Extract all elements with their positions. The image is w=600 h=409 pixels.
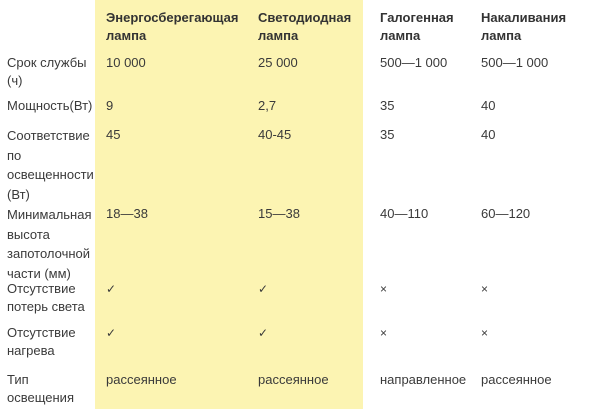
table-cell: 500—1 000: [481, 55, 549, 70]
check-icon: ✓: [106, 282, 117, 296]
table-cell: 40—110: [380, 206, 429, 221]
table-cell: 18—38: [106, 206, 148, 221]
table-cell: 40: [481, 127, 496, 142]
cross-icon: ×: [380, 326, 388, 340]
row-label: Соответствие по освещенности (Вт): [7, 128, 94, 202]
table-cell: рассеянное: [258, 372, 329, 387]
table-cell: рассеянное: [106, 372, 177, 387]
table-cell: 9: [106, 98, 114, 113]
table-cell: 40: [481, 98, 496, 113]
row-label: Отсутствие потерь света: [7, 281, 85, 314]
row-label: Срок службы (ч): [7, 55, 87, 88]
row-label: Минимальная высота запотолочной части (м…: [7, 207, 92, 281]
cross-icon: ×: [481, 282, 489, 296]
highlight-band: [95, 0, 363, 409]
header-cell: Накаливания лампа: [481, 10, 567, 43]
table-cell: 10 000: [106, 55, 146, 70]
table-cell: 2,7: [258, 98, 277, 113]
table-cell: 60—120: [481, 206, 531, 221]
table-cell: 500—1 000: [380, 55, 448, 70]
table-cell: 35: [380, 98, 395, 113]
row-label: Тип освещения: [7, 372, 74, 405]
check-icon: ✓: [258, 282, 269, 296]
cross-icon: ×: [380, 282, 388, 296]
table-cell: 25 000: [258, 55, 298, 70]
header-cell: Светодиодная лампа: [258, 10, 352, 43]
table-cell: 45: [106, 127, 121, 142]
table-cell: направленное: [380, 372, 467, 387]
header-cell: Энергосберегающая лампа: [106, 10, 239, 43]
cross-icon: ×: [481, 326, 489, 340]
check-icon: ✓: [106, 326, 117, 340]
check-icon: ✓: [258, 326, 269, 340]
header-cell: Галогенная лампа: [380, 10, 454, 43]
row-label: Мощность(Вт): [7, 98, 93, 113]
table-cell: 40-45: [258, 127, 292, 142]
table-cell: 15—38: [258, 206, 300, 221]
table-cell: 35: [380, 127, 395, 142]
row-label: Отсутствие нагрева: [7, 325, 76, 358]
table-cell: рассеянное: [481, 372, 552, 387]
